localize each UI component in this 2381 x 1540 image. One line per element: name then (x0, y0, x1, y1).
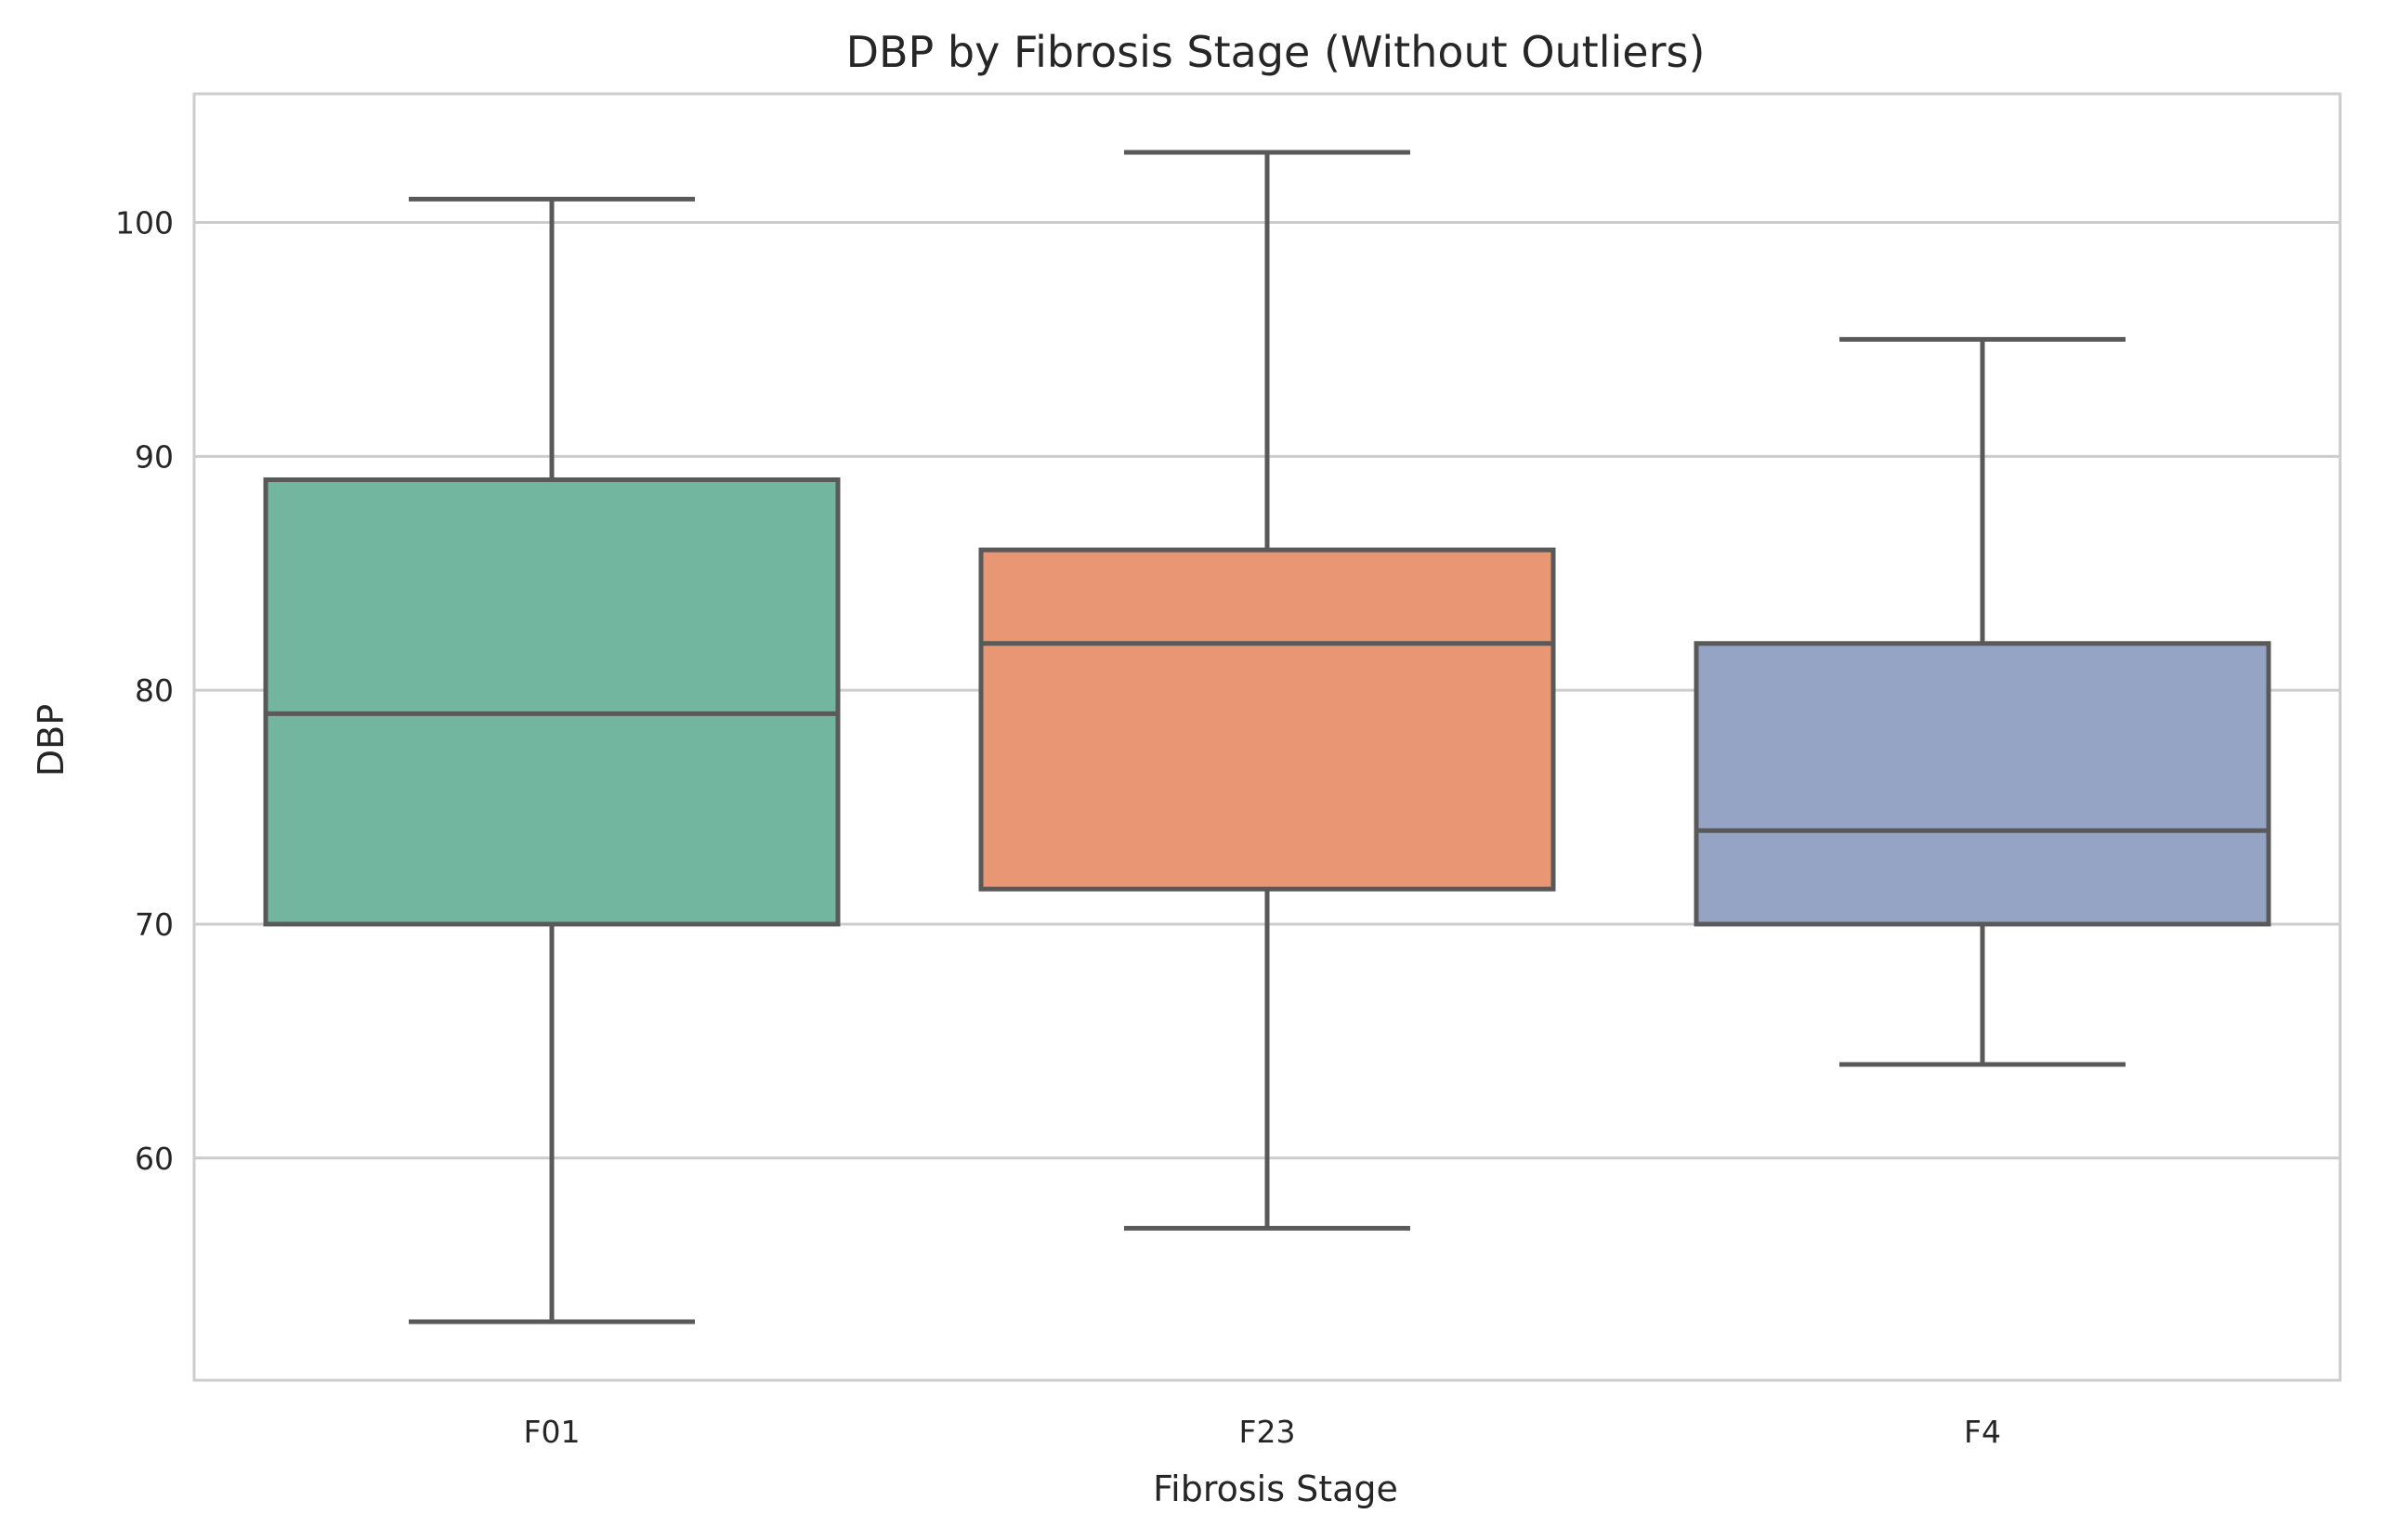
y-tick-label-60: 60 (135, 1141, 174, 1177)
x-tick-label-f4: F4 (1964, 1414, 2001, 1450)
plot-frame (192, 92, 2342, 1382)
box-f01 (263, 196, 841, 1325)
iqr-box-f23 (978, 547, 1556, 892)
iqr-box-f4 (1694, 641, 2271, 927)
y-axis-label: DBP (31, 704, 72, 777)
chart-title: DBP by Fibrosis Stage (Without Outliers) (846, 27, 1706, 77)
x-axis-label: Fibrosis Stage (1153, 1468, 1398, 1509)
y-tick-label-100: 100 (115, 205, 174, 241)
x-tick-label-f01: F01 (524, 1414, 581, 1450)
x-tick-labels: F01 F23 F4 (524, 1414, 2001, 1450)
y-tick-label-80: 80 (135, 672, 174, 709)
y-tick-label-70: 70 (135, 907, 174, 943)
boxes (263, 150, 2271, 1325)
box-f4 (1694, 336, 2271, 1067)
box-f23 (978, 150, 1556, 1231)
x-tick-label-f23: F23 (1239, 1414, 1296, 1450)
y-tick-labels: 60 70 80 90 100 (115, 205, 174, 1177)
y-tick-label-90: 90 (135, 438, 174, 475)
iqr-box-f01 (263, 477, 841, 927)
